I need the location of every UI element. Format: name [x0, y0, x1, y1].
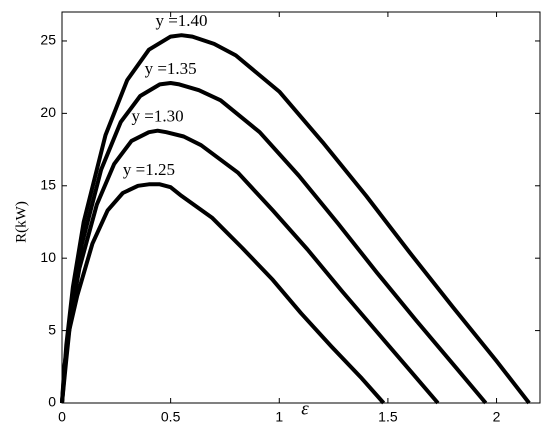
curve-label: y =1.40	[155, 11, 207, 30]
x-tick-label: 2	[493, 409, 501, 425]
x-tick-label: 1.5	[378, 409, 398, 425]
x-tick-label: 0	[58, 409, 66, 425]
y-tick-label: 0	[48, 394, 56, 410]
curve	[60, 33, 531, 405]
y-axis-label: R(kW)	[13, 201, 29, 243]
x-axis-label: ε	[301, 398, 309, 419]
y-tick-label: 10	[40, 249, 56, 265]
y-tick-label: 25	[40, 32, 56, 48]
curve-label: y =1.35	[145, 59, 197, 78]
curve	[60, 128, 440, 405]
x-tick-label: 0.5	[161, 409, 181, 425]
curve	[60, 81, 488, 405]
y-tick-label: 15	[40, 176, 56, 192]
x-tick-label: 1	[275, 409, 283, 425]
y-tick-label: 5	[48, 321, 56, 337]
plot-frame	[61, 11, 541, 404]
curve-label: y =1.30	[132, 107, 184, 126]
curve-label: y =1.25	[123, 160, 175, 179]
curve	[60, 182, 386, 405]
y-tick-label: 20	[40, 104, 56, 120]
